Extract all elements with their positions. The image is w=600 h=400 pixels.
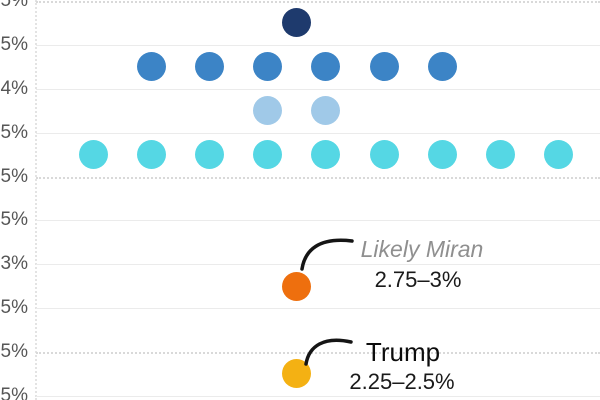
y-tick-label-4%: 4% xyxy=(0,77,28,99)
projection-dot-range-3.5-3.75 xyxy=(369,140,399,170)
projection-dot-range-4-4.25 xyxy=(194,52,224,82)
y-tick-label-4.25%: 4.25% xyxy=(0,33,28,55)
projection-dot-range-2.25-2.5 xyxy=(282,359,312,389)
gridline-2.5% xyxy=(36,352,600,354)
annotation-trump-label: Trump xyxy=(365,337,441,367)
gridline-3% xyxy=(36,264,600,266)
projection-dot-range-3.5-3.75 xyxy=(253,140,283,170)
gridline-4.25% xyxy=(36,44,600,46)
projection-dot-range-3.5-3.75 xyxy=(311,140,341,170)
projection-dot-range-3.75-4 xyxy=(311,96,341,126)
y-tick-label-3.25%: 3.25% xyxy=(0,209,28,231)
y-tick-label-4.5%: 4.5% xyxy=(0,0,28,11)
annotation-likely-miran-label: Likely Miran xyxy=(360,236,484,262)
projection-dot-range-3.5-3.75 xyxy=(136,140,166,170)
projection-dot-range-2.75-3 xyxy=(282,271,312,301)
gridline-2.75% xyxy=(36,308,600,310)
projection-dot-range-3.5-3.75 xyxy=(194,140,224,170)
y-tick-label-3.5%: 3.5% xyxy=(0,165,28,187)
annotation-trump-range: 2.25–2.5% xyxy=(349,369,455,394)
y-tick-label-2.75%: 2.75% xyxy=(0,297,28,319)
gridline-3.5% xyxy=(36,176,600,179)
gridline-4% xyxy=(36,88,600,90)
projection-dot-range-4-4.25 xyxy=(253,52,283,82)
projection-dot-range-4-4.25 xyxy=(369,52,399,82)
gridline-4.5% xyxy=(36,1,600,3)
annotation-likely-miran-range: 2.75–3% xyxy=(374,267,462,292)
gridline-3.75% xyxy=(36,132,600,134)
projection-dot-range-4-4.25 xyxy=(427,52,457,82)
y-axis-line xyxy=(35,0,37,400)
gridline-2.25% xyxy=(36,395,600,397)
y-tick-label-3.75%: 3.75% xyxy=(0,121,28,143)
projection-dot-range-4-4.25 xyxy=(311,52,341,82)
projection-dot-range-3.75-4 xyxy=(253,96,283,126)
gridline-3.25% xyxy=(36,220,600,222)
projection-dot-range-4.25-4.5 xyxy=(282,8,312,38)
projection-dot-range-3.5-3.75 xyxy=(427,140,457,170)
y-tick-label-2.25%: 2.25% xyxy=(0,384,28,400)
y-tick-label-2.5%: 2.5% xyxy=(0,341,28,362)
projection-dot-range-4-4.25 xyxy=(136,52,166,82)
projection-dot-range-3.5-3.75 xyxy=(485,140,515,170)
projection-dot-range-3.5-3.75 xyxy=(78,140,108,170)
y-tick-label-3%: 3% xyxy=(0,253,28,275)
projection-dot-range-3.5-3.75 xyxy=(544,140,574,170)
